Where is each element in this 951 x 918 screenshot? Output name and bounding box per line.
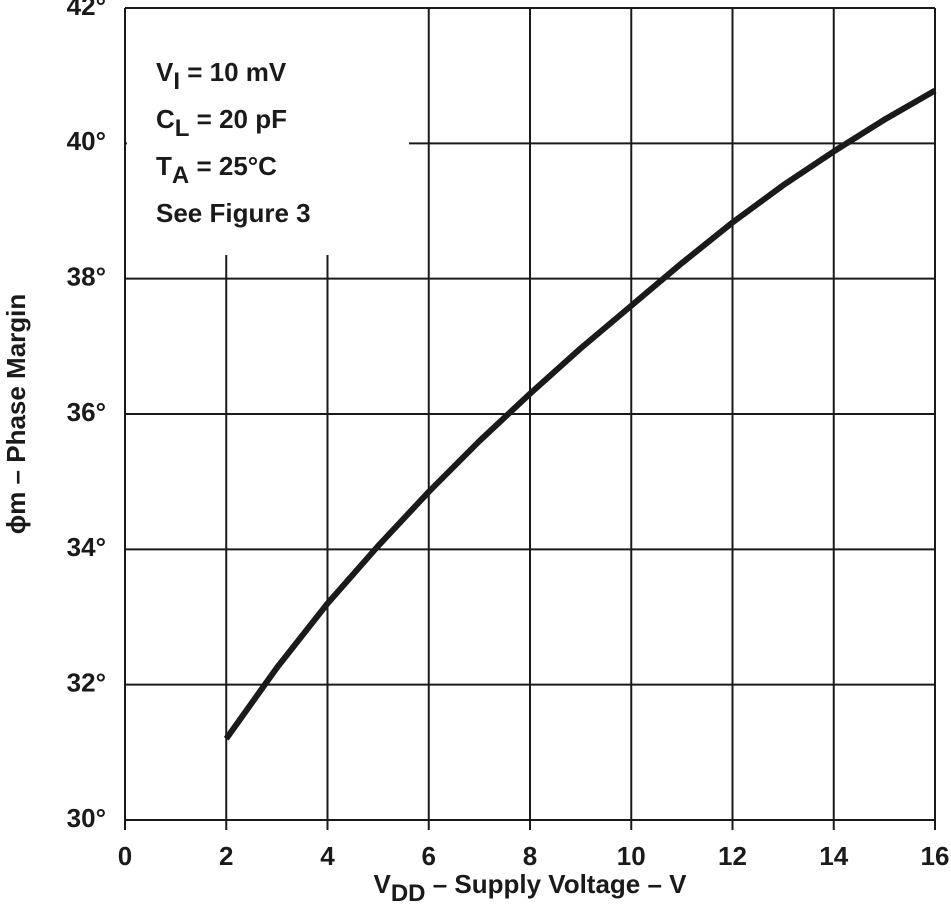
data-line xyxy=(223,87,937,741)
annotation: TA = 25°C xyxy=(156,151,277,189)
y-tick-label: 36° xyxy=(67,397,106,427)
x-tick-label: 14 xyxy=(819,841,848,871)
y-tick-label: 34° xyxy=(67,532,106,562)
annotation-sub: L xyxy=(175,115,190,142)
annotation-tail: = 20 pF xyxy=(189,104,287,134)
x-tick-label: 0 xyxy=(118,841,132,871)
annotation-sub: I xyxy=(173,68,180,95)
y-tick-label: 30° xyxy=(67,803,106,833)
annotation: VI = 10 mV xyxy=(156,57,287,95)
x-tick-label: 6 xyxy=(422,841,436,871)
y-axis-label: ϕm – Phase Margin xyxy=(1,294,31,535)
annotation-sub: A xyxy=(172,162,189,189)
annotation-box xyxy=(127,9,409,255)
annotation-text: See Figure 3 xyxy=(156,198,311,228)
y-tick-label: 32° xyxy=(67,668,106,698)
annotation: CL = 20 pF xyxy=(156,104,287,142)
annotation-tail: = 25°C xyxy=(189,151,277,181)
x-tick-label: 10 xyxy=(617,841,646,871)
y-tick-label: 38° xyxy=(67,262,106,292)
x-axis-label-tail: – Supply Voltage – V xyxy=(425,869,687,899)
x-tick-label: 2 xyxy=(219,841,233,871)
x-axis-label-sub: DD xyxy=(391,880,426,907)
y-tick-label: 42° xyxy=(67,0,106,21)
x-axis-label-text: V xyxy=(373,869,391,899)
annotation-text: V xyxy=(156,57,174,87)
x-tick-label: 4 xyxy=(320,841,335,871)
y-tick-label: 40° xyxy=(67,126,106,156)
annotation-text: T xyxy=(156,151,172,181)
x-tick-label: 8 xyxy=(523,841,537,871)
x-tick-label: 12 xyxy=(718,841,747,871)
annotation: See Figure 3 xyxy=(156,198,311,228)
annotation-text: C xyxy=(156,104,175,134)
annotation-tail: = 10 mV xyxy=(180,57,287,87)
x-axis-label: VDD – Supply Voltage – V xyxy=(373,869,687,907)
x-tick-label: 16 xyxy=(921,841,950,871)
